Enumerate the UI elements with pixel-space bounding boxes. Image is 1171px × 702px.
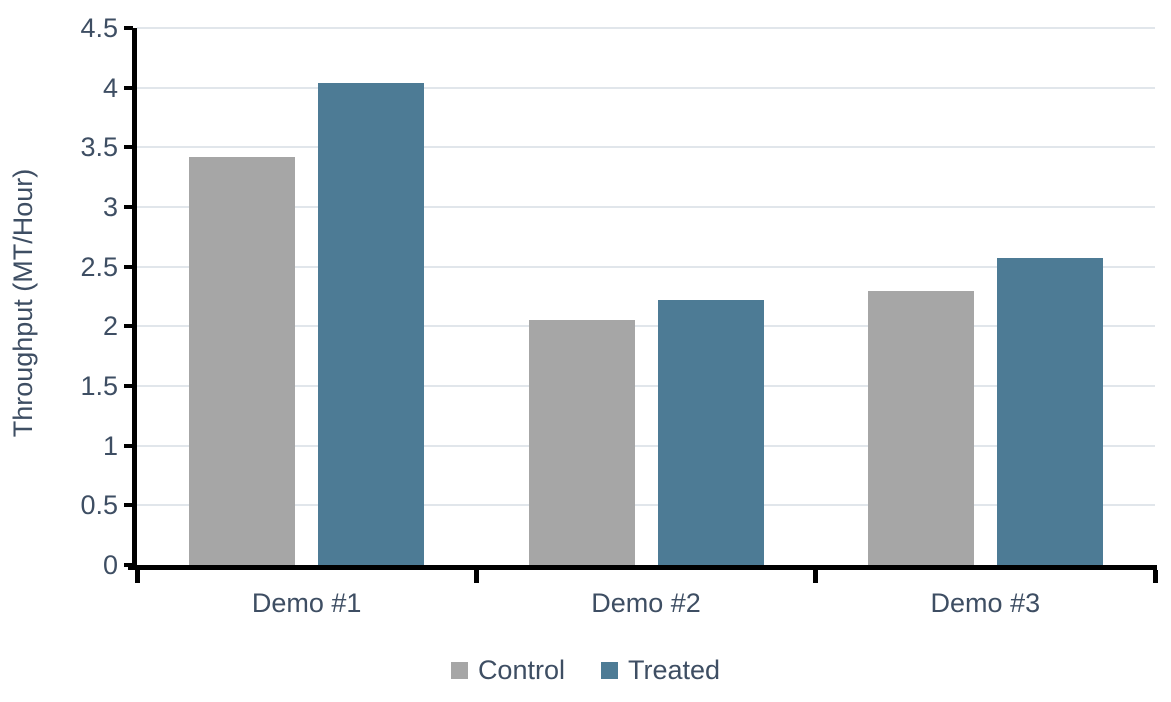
legend-entry-treated: Treated [600,655,721,686]
gridline [137,325,1155,328]
y-tick-label: 2.5 [80,251,118,282]
y-tick-mark [124,503,133,508]
bar-treated-demo-3 [996,258,1103,565]
y-tick-mark [124,324,133,329]
y-tick-mark [124,443,133,448]
y-tick-label: 3 [102,192,118,222]
gridline [137,206,1155,208]
x-tick-mark [813,570,819,583]
x-category-label: Demo #3 [930,588,1041,618]
bar-treated-demo-2 [657,300,764,565]
y-tick-label: 4 [102,72,118,103]
legend-entry-control: Control [450,655,565,686]
y-tick-mark [124,145,133,150]
x-category-label: Demo #2 [591,588,701,618]
gridline [137,86,1155,89]
y-tick-mark [124,85,133,90]
gridline [137,444,1155,447]
gridline [137,27,1155,29]
y-tick-label: 2 [102,311,118,342]
y-tick-label: 0 [102,550,118,580]
legend: Control Treated [0,655,1171,686]
gridline [137,146,1155,149]
x-tick-mark [473,570,479,583]
x-category-label: Demo #1 [251,588,362,618]
y-axis-title: Throughput (MT/Hour) [8,168,38,438]
y-tick-label: 3.5 [80,132,118,163]
plot-area [137,27,1155,565]
legend-marker-control [450,662,468,679]
y-tick-mark [124,26,133,30]
y-axis-line [132,28,137,570]
legend-label: Control [477,655,565,685]
gridline [137,265,1155,268]
bar-control-demo-1 [189,156,296,565]
y-tick-label: 1 [102,430,118,461]
legend-label: Treated [627,655,721,685]
x-tick-mark [134,570,140,583]
y-tick-label: 1.5 [80,371,118,401]
y-tick-mark [124,563,133,567]
gridline [137,385,1155,387]
bar-treated-demo-1 [318,82,425,565]
x-tick-mark [1152,570,1158,583]
bar-control-demo-2 [528,320,635,565]
x-axis-line [128,565,1157,570]
legend-marker-treated [600,662,618,679]
bar-control-demo-3 [867,290,974,565]
y-tick-mark [124,384,133,388]
y-tick-mark [124,205,133,209]
y-tick-label: 4.5 [80,13,118,43]
y-tick-mark [124,264,133,269]
y-tick-label: 0.5 [80,490,118,521]
gridline [137,504,1155,507]
